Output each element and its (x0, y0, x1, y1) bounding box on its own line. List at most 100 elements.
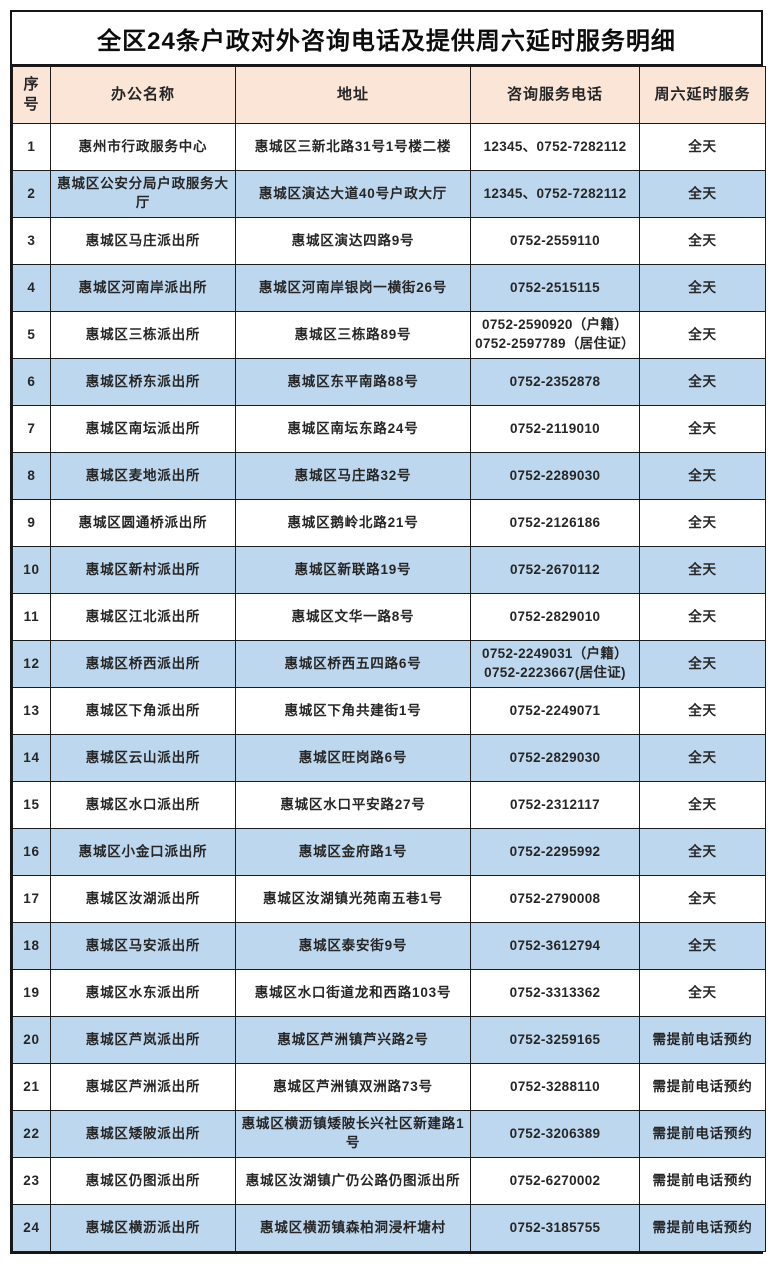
phone: 0752-2289030 (470, 452, 640, 500)
address: 惠城区汝湖镇广仍公路仍图派出所 (235, 1157, 471, 1205)
table-row: 7 惠城区南坛派出所 惠城区南坛东路24号 0752-2119010 全天 (12, 405, 766, 453)
phone: 0752-2559110 (470, 217, 640, 265)
office-name: 惠城区麦地派出所 (50, 452, 236, 500)
phone-line: 0752-2590920（户籍） (482, 317, 628, 333)
office-name: 惠城区三栋派出所 (50, 311, 236, 359)
column-header-saturday-service: 周六延时服务 (639, 66, 766, 124)
address: 惠城区鹅岭北路21号 (235, 499, 471, 547)
row-no: 9 (12, 499, 51, 547)
office-name: 惠城区圆通桥派出所 (50, 499, 236, 547)
row-no: 8 (12, 452, 51, 500)
table-row: 20 惠城区芦岚派出所 惠城区芦洲镇芦兴路2号 0752-3259165 需提前电话预约 (12, 1016, 766, 1064)
address: 惠城区文华一路8号 (235, 593, 471, 641)
saturday-service: 全天 (639, 358, 766, 406)
phone: 0752-2515115 (470, 264, 640, 312)
address: 惠城区汝湖镇光苑南五巷1号 (235, 875, 471, 923)
phone-line: 0752-3259165 (509, 1031, 601, 1047)
phone: 0752-2829030 (470, 734, 640, 782)
phone-line: 0752-3313362 (509, 984, 601, 1000)
row-no: 16 (12, 828, 51, 876)
table-row: 3 惠城区马庄派出所 惠城区演达四路9号 0752-2559110 全天 (12, 217, 766, 265)
office-name: 惠城区马安派出所 (50, 922, 236, 970)
table-row: 16 惠城区小金口派出所 惠城区金府路1号 0752-2295992 全天 (12, 828, 766, 876)
address: 惠城区三栋路89号 (235, 311, 471, 359)
row-no: 7 (12, 405, 51, 453)
address: 惠城区新联路19号 (235, 546, 471, 594)
row-no: 10 (12, 546, 51, 594)
column-header-office-name: 办公名称 (50, 66, 236, 124)
phone-line: 0752-2829010 (509, 608, 601, 624)
saturday-service: 全天 (639, 546, 766, 594)
table-row: 8 惠城区麦地派出所 惠城区马庄路32号 0752-2289030 全天 (12, 452, 766, 500)
saturday-service: 全天 (639, 405, 766, 453)
address: 惠城区南坛东路24号 (235, 405, 471, 453)
row-no: 13 (12, 687, 51, 735)
office-name: 惠城区芦洲派出所 (50, 1063, 236, 1111)
address: 惠城区演达四路9号 (235, 217, 471, 265)
saturday-service: 全天 (639, 499, 766, 547)
saturday-service: 全天 (639, 593, 766, 641)
row-no: 3 (12, 217, 51, 265)
phone-line: 0752-2670112 (510, 561, 600, 577)
address: 惠城区河南岸银岗一横街26号 (235, 264, 471, 312)
row-no: 18 (12, 922, 51, 970)
row-no: 15 (12, 781, 51, 829)
phone-line: 0752-6270002 (509, 1172, 601, 1188)
address: 惠城区水口平安路27号 (235, 781, 471, 829)
row-no: 14 (12, 734, 51, 782)
phone-line: 0752-2119010 (510, 420, 600, 436)
phone: 12345、0752-7282112 (470, 170, 640, 218)
saturday-service: 全天 (639, 734, 766, 782)
phone-line: 12345、0752-7282112 (483, 185, 627, 201)
address: 惠城区水口街道龙和西路103号 (235, 969, 471, 1017)
table-row: 11 惠城区江北派出所 惠城区文华一路8号 0752-2829010 全天 (12, 593, 766, 641)
phone: 0752-2352878 (470, 358, 640, 406)
office-name: 惠城区芦岚派出所 (50, 1016, 236, 1064)
office-name: 惠城区河南岸派出所 (50, 264, 236, 312)
phone-line: 0752-2223667(居住证) (484, 665, 626, 680)
table-row: 10 惠城区新村派出所 惠城区新联路19号 0752-2670112 全天 (12, 546, 766, 594)
saturday-service: 全天 (639, 922, 766, 970)
phone: 0752-2249031（户籍） 0752-2223667(居住证) (470, 640, 640, 688)
saturday-service: 全天 (639, 828, 766, 876)
office-name: 惠城区小金口派出所 (50, 828, 236, 876)
saturday-service: 全天 (639, 217, 766, 265)
table-row: 21 惠城区芦洲派出所 惠城区芦洲镇双洲路73号 0752-3288110 需提前电话预… (12, 1063, 766, 1111)
table-row: 14 惠城区云山派出所 惠城区旺岗路6号 0752-2829030 全天 (12, 734, 766, 782)
phone-line: 0752-2790008 (509, 890, 601, 906)
address: 惠城区马庄路32号 (235, 452, 471, 500)
row-no: 5 (12, 311, 51, 359)
table-row: 17 惠城区汝湖派出所 惠城区汝湖镇光苑南五巷1号 0752-2790008 全天 (12, 875, 766, 923)
row-no: 20 (12, 1016, 51, 1064)
service-table: 序号 办公名称 地址 咨询服务电话 周六延时服务 1 惠州市行政服务中心 惠城区三新… (12, 66, 766, 1252)
row-no: 6 (12, 358, 51, 406)
row-no: 11 (12, 593, 51, 641)
office-name: 惠城区江北派出所 (50, 593, 236, 641)
phone: 0752-3288110 (470, 1063, 640, 1111)
phone-line: 0752-3612794 (509, 937, 601, 953)
saturday-service: 全天 (639, 875, 766, 923)
phone: 0752-2590920（户籍） 0752-2597789（居住证） (470, 311, 640, 359)
table-row: 13 惠城区下角派出所 惠城区下角共建街1号 0752-2249071 全天 (12, 687, 766, 735)
table-row: 23 惠城区仍图派出所 惠城区汝湖镇广仍公路仍图派出所 0752-6270002 需提前… (12, 1157, 766, 1205)
phone: 0752-3313362 (470, 969, 640, 1017)
saturday-service: 全天 (639, 123, 766, 171)
address: 惠城区东平南路88号 (235, 358, 471, 406)
table-row: 5 惠城区三栋派出所 惠城区三栋路89号 0752-2590920（户籍） 0752-2… (12, 311, 766, 359)
row-no: 1 (12, 123, 51, 171)
phone: 12345、0752-7282112 (470, 123, 640, 171)
address: 惠城区桥西五四路6号 (235, 640, 471, 688)
phone-line: 0752-3288110 (510, 1078, 600, 1094)
phone-line: 0752-2289030 (509, 467, 601, 483)
office-name: 惠城区南坛派出所 (50, 405, 236, 453)
address: 惠城区旺岗路6号 (235, 734, 471, 782)
table-row: 12 惠城区桥西派出所 惠城区桥西五四路6号 0752-2249031（户籍） 0752… (12, 640, 766, 688)
saturday-service: 需提前电话预约 (639, 1157, 766, 1205)
office-name: 惠城区桥西派出所 (50, 640, 236, 688)
office-name: 惠城区水口派出所 (50, 781, 236, 829)
address: 惠城区泰安街9号 (235, 922, 471, 970)
saturday-service: 全天 (639, 969, 766, 1017)
saturday-service: 全天 (639, 640, 766, 688)
office-name: 惠城区汝湖派出所 (50, 875, 236, 923)
table-row: 9 惠城区圆通桥派出所 惠城区鹅岭北路21号 0752-2126186 全天 (12, 499, 766, 547)
